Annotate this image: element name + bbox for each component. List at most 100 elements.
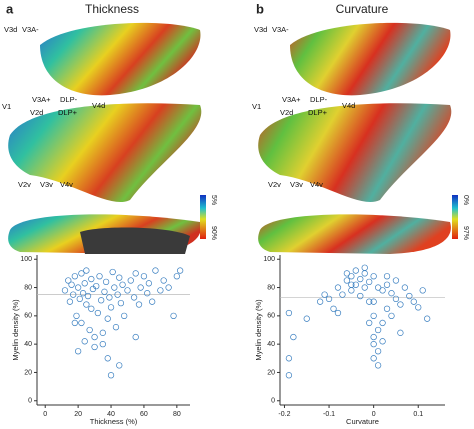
point xyxy=(339,291,346,298)
region-label: V3d xyxy=(254,25,267,34)
x-tick-label: -0.1 xyxy=(323,411,335,418)
point xyxy=(383,281,391,288)
point xyxy=(71,319,78,327)
point xyxy=(361,264,368,271)
point xyxy=(303,315,310,322)
point xyxy=(68,281,75,288)
point xyxy=(127,277,134,284)
point xyxy=(91,343,98,351)
point xyxy=(419,287,426,294)
region-label: V2v xyxy=(268,180,281,189)
region-label: V4d xyxy=(342,101,355,110)
point xyxy=(65,277,72,284)
point xyxy=(334,309,342,317)
region-label: V2d xyxy=(30,108,43,117)
region-label: V3A- xyxy=(22,25,39,34)
point xyxy=(173,273,180,280)
point xyxy=(78,319,85,327)
point xyxy=(370,341,377,348)
point xyxy=(111,284,118,291)
point xyxy=(352,281,359,288)
point xyxy=(83,301,90,308)
region-label: V1 xyxy=(252,102,261,111)
point xyxy=(410,298,417,305)
panel-label: b xyxy=(256,1,264,16)
colorbar-label: 5% xyxy=(210,195,217,205)
point xyxy=(140,273,148,280)
point xyxy=(392,277,400,284)
point xyxy=(374,362,382,369)
point xyxy=(106,294,113,301)
region-label: V4d xyxy=(92,101,105,110)
region-label: V3A+ xyxy=(282,95,301,104)
point xyxy=(285,372,293,379)
point xyxy=(88,305,95,312)
point xyxy=(132,270,139,277)
panel-label: a xyxy=(6,1,14,16)
point xyxy=(98,297,105,304)
point xyxy=(83,267,90,274)
point xyxy=(152,267,159,274)
point xyxy=(383,273,391,280)
point xyxy=(71,273,78,280)
point xyxy=(94,309,102,317)
point xyxy=(352,267,359,274)
point xyxy=(61,287,69,294)
brain-images-b xyxy=(258,22,458,254)
x-tick-label: 40 xyxy=(107,411,115,418)
point xyxy=(379,338,386,345)
region-label: V3d xyxy=(4,25,17,34)
point xyxy=(101,288,108,295)
point xyxy=(93,282,100,290)
point xyxy=(73,312,80,319)
point xyxy=(361,270,368,277)
point xyxy=(325,295,333,303)
point xyxy=(81,338,88,345)
point xyxy=(366,298,373,305)
point xyxy=(160,277,167,284)
point xyxy=(112,324,120,331)
point xyxy=(366,278,373,286)
point xyxy=(330,305,337,312)
point xyxy=(132,333,139,341)
point xyxy=(370,333,377,341)
point xyxy=(316,298,324,305)
region-label: DLP+ xyxy=(58,108,78,117)
brain-images-a xyxy=(8,22,206,254)
point xyxy=(149,298,156,305)
point xyxy=(74,284,82,291)
colorbar-label: 97% xyxy=(462,226,469,240)
point xyxy=(374,284,382,291)
point xyxy=(137,284,144,291)
y-tick-label: 20 xyxy=(267,369,275,376)
region-label: V3A- xyxy=(272,25,289,34)
point xyxy=(165,284,172,291)
point xyxy=(114,291,121,298)
point xyxy=(144,290,151,297)
point xyxy=(370,355,377,362)
point xyxy=(348,273,355,280)
point xyxy=(374,348,382,355)
point xyxy=(109,268,116,276)
point xyxy=(99,341,106,348)
region-label: V3v xyxy=(290,180,303,189)
point xyxy=(361,284,368,291)
point xyxy=(91,333,98,341)
point xyxy=(81,280,88,287)
panel-title: Thickness xyxy=(85,2,139,16)
point xyxy=(415,304,422,311)
point xyxy=(86,326,93,334)
colorbar-label: 90% xyxy=(210,226,217,240)
point xyxy=(102,278,110,286)
point xyxy=(285,355,293,362)
y-tick-label: 60 xyxy=(24,313,32,320)
point xyxy=(334,284,342,291)
point xyxy=(401,284,409,291)
x-axis-label: Thickness (%) xyxy=(90,417,138,426)
point xyxy=(343,270,351,277)
y-axis-label: Myelin density (%) xyxy=(11,299,20,361)
point xyxy=(424,315,431,322)
point xyxy=(176,267,184,274)
point xyxy=(117,299,125,307)
